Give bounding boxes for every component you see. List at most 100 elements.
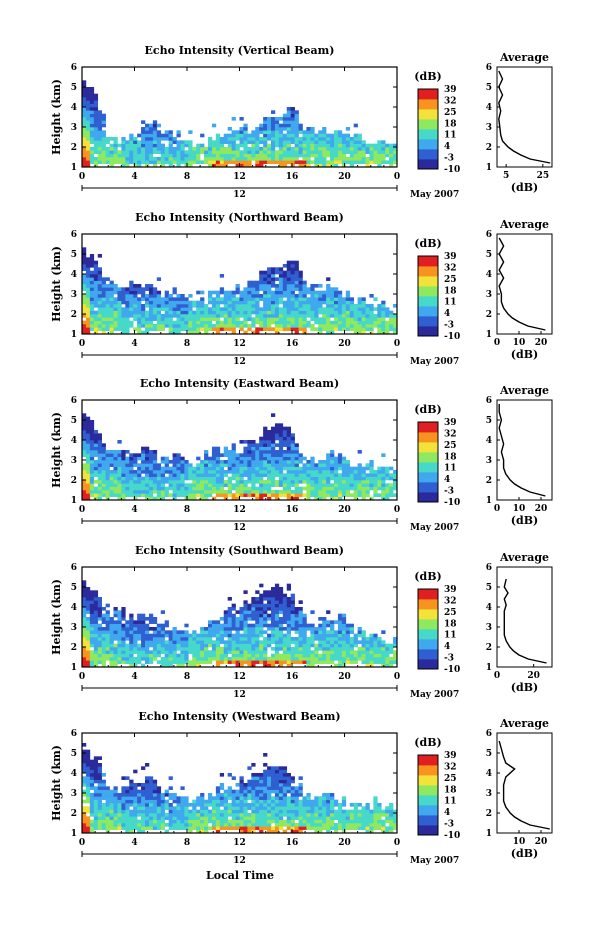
heat-cell: [232, 463, 236, 467]
heat-cell: [121, 324, 125, 328]
heat-cell: [94, 267, 98, 271]
heat-cell: [110, 160, 114, 164]
colorbar-segment: [418, 139, 438, 149]
heat-cell: [192, 470, 196, 474]
heat-cell: [102, 470, 106, 474]
heat-cell: [145, 460, 149, 464]
heat-cell: [271, 297, 275, 301]
heat-cell: [180, 304, 184, 308]
heat-cell: [137, 463, 141, 467]
heat-cell: [177, 806, 181, 810]
heat-cell: [283, 660, 287, 664]
heat-cell: [224, 327, 228, 331]
heat-cell: [117, 796, 121, 800]
heat-cell: [204, 304, 208, 308]
heat-cell: [243, 297, 247, 301]
heat-cell: [381, 467, 385, 471]
heat-cell: [180, 307, 184, 311]
heat-cell: [291, 600, 295, 604]
heat-cell: [373, 160, 377, 164]
heat-cell: [188, 160, 192, 164]
heat-cell: [169, 294, 173, 298]
heat-cell: [377, 640, 381, 644]
heat-cell: [303, 281, 307, 285]
heat-cell: [106, 654, 110, 658]
heat-cell: [220, 140, 224, 144]
heat-cell: [377, 150, 381, 154]
heat-cell: [259, 140, 263, 144]
heatmap: [82, 413, 397, 500]
heat-cell: [153, 783, 157, 787]
heat-cell: [110, 793, 114, 797]
heat-cell: [259, 150, 263, 154]
heat-cell: [86, 650, 90, 654]
heat-cell: [180, 796, 184, 800]
heat-cell: [263, 437, 267, 441]
heat-cell: [251, 324, 255, 328]
heat-cell: [338, 617, 342, 621]
heat-cell: [141, 470, 145, 474]
heat-cell: [310, 137, 314, 141]
heat-cell: [149, 657, 153, 661]
heat-cell: [204, 470, 208, 474]
heat-cell: [295, 620, 299, 624]
heat-cell: [243, 317, 247, 321]
heat-cell: [279, 297, 283, 301]
heat-cell: [303, 154, 307, 158]
heat-cell: [350, 147, 354, 151]
heat-cell: [121, 634, 125, 638]
heat-cell: [114, 620, 118, 624]
heat-cell: [322, 620, 326, 624]
heat-cell: [94, 610, 98, 614]
heat-cell: [362, 150, 366, 154]
heat-cell: [117, 800, 121, 804]
heat-cell: [299, 140, 303, 144]
heat-cell: [90, 620, 94, 624]
heat-cell: [177, 800, 181, 804]
heat-cell: [334, 644, 338, 648]
heat-cell: [196, 480, 200, 484]
heat-cell: [358, 483, 362, 487]
heat-cell: [86, 480, 90, 484]
heat-cell: [279, 463, 283, 467]
heat-cell: [243, 457, 247, 461]
heat-cell: [165, 647, 169, 651]
heat-cell: [303, 644, 307, 648]
colorbar-segment: [418, 649, 438, 659]
heat-cell: [114, 154, 118, 158]
heat-cell: [188, 647, 192, 651]
heat-cell: [291, 160, 295, 164]
average-x-tick-label: 20: [535, 338, 548, 348]
heat-cell: [94, 473, 98, 477]
heat-cell: [94, 104, 98, 108]
heat-cell: [188, 324, 192, 328]
heat-cell: [110, 473, 114, 477]
heat-cell: [192, 150, 196, 154]
heat-cell: [267, 287, 271, 291]
heat-cell: [121, 307, 125, 311]
heat-cell: [342, 154, 346, 158]
heat-cell: [133, 810, 137, 814]
heat-cell: [381, 304, 385, 308]
heat-cell: [263, 630, 267, 634]
heat-cell: [141, 477, 145, 481]
heat-cell: [310, 487, 314, 491]
heat-cell: [243, 324, 247, 328]
heat-cell: [125, 776, 129, 780]
heat-cell: [263, 644, 267, 648]
heat-cell: [240, 650, 244, 654]
colorbar-tick-label: 25: [444, 275, 457, 285]
heat-cell: [338, 644, 342, 648]
heat-cell: [200, 321, 204, 325]
heat-cell: [267, 157, 271, 161]
y-tick-label: 6: [71, 230, 77, 240]
heat-cell: [342, 480, 346, 484]
heat-cell: [204, 147, 208, 151]
heat-cell: [334, 630, 338, 634]
heat-cell: [326, 147, 330, 151]
heat-cell: [129, 301, 133, 305]
heat-cell: [208, 154, 212, 158]
heat-cell: [94, 793, 98, 797]
heat-cell: [247, 140, 251, 144]
heat-cell: [216, 297, 220, 301]
